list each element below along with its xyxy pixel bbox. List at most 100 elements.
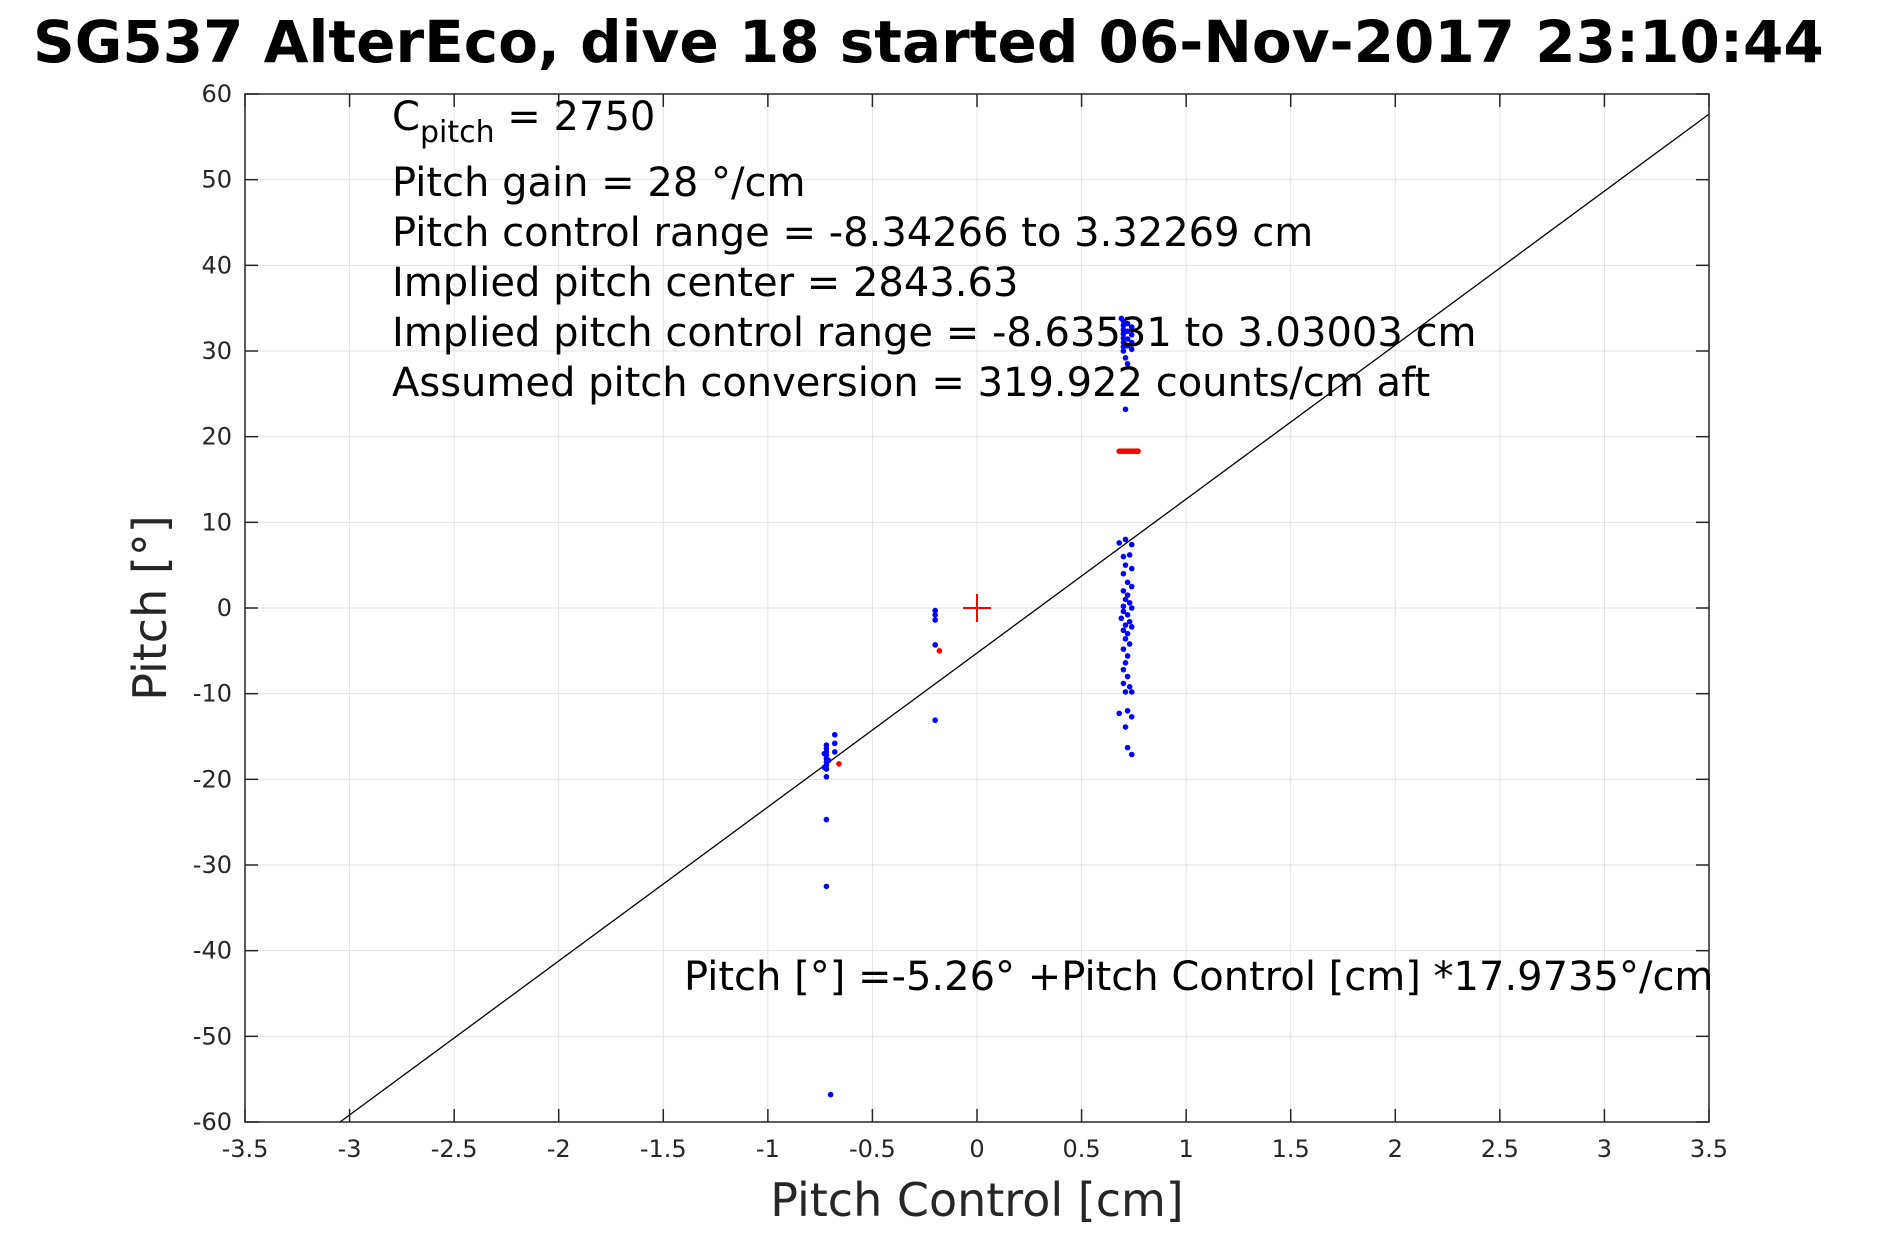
- data-point-blue: [831, 749, 838, 755]
- data-point-blue: [1120, 339, 1127, 346]
- data-point-blue: [932, 617, 938, 623]
- annotation-implied-range: Implied pitch control range = -8.63531 t…: [392, 310, 1476, 356]
- data-point-blue: [1120, 348, 1127, 354]
- x-tick-label: -1: [756, 1135, 780, 1163]
- data-point-blue: [1120, 608, 1127, 615]
- data-point-blue: [1124, 673, 1131, 680]
- annotation-conversion: Assumed pitch conversion = 319.922 count…: [392, 360, 1430, 406]
- data-point-blue: [1128, 339, 1135, 346]
- data-point-blue: [823, 883, 830, 890]
- data-point-blue: [823, 816, 830, 823]
- chart-title: SG537 AlterEco, dive 18 started 06-Nov-2…: [33, 8, 1824, 76]
- data-point-blue: [1128, 605, 1135, 611]
- data-point-blue: [1118, 315, 1125, 322]
- data-point-blue: [1128, 713, 1135, 720]
- data-point-blue: [1122, 406, 1129, 413]
- x-tick-label: 1.5: [1272, 1135, 1310, 1163]
- data-point-blue: [1120, 570, 1127, 577]
- fit-line-layer: [339, 113, 1710, 1123]
- x-tick-label: -3: [338, 1135, 362, 1163]
- data-point-blue: [1124, 708, 1131, 714]
- data-point-blue: [1122, 536, 1129, 543]
- data-point-blue: [1122, 724, 1129, 730]
- data-point-blue: [1126, 552, 1133, 558]
- x-tick-label: -0.5: [849, 1135, 896, 1163]
- y-tick-label: 20: [201, 423, 232, 451]
- y-tick-label: -40: [193, 937, 232, 965]
- data-point-blue: [1124, 361, 1131, 367]
- data-point-blue: [823, 773, 830, 780]
- data-point-blue: [1122, 636, 1129, 642]
- y-tick-label: 50: [201, 166, 232, 194]
- y-tick-label: 30: [201, 337, 232, 365]
- data-point-blue: [1128, 751, 1135, 758]
- data-point-blue: [1122, 562, 1129, 568]
- data-point-blue: [1120, 331, 1127, 337]
- data-point-blue: [1120, 627, 1127, 634]
- data-point-blue: [1124, 744, 1131, 751]
- y-tick-label: -50: [193, 1022, 232, 1050]
- data-point-blue: [831, 731, 838, 738]
- data-point-blue: [1124, 592, 1131, 598]
- x-tick-label: -1.5: [640, 1135, 687, 1163]
- annotation-c-pitch-sub: pitch: [420, 115, 495, 150]
- data-point-blue: [1120, 335, 1127, 341]
- x-tick-label: 0.5: [1062, 1135, 1100, 1163]
- data-point-blue: [1124, 612, 1131, 618]
- data-point-blue: [1128, 624, 1135, 630]
- center-marker-layer: [963, 594, 991, 622]
- x-tick-label: 3.5: [1690, 1135, 1728, 1163]
- x-tick-label: 2: [1388, 1135, 1403, 1163]
- x-tick-label: -2.5: [431, 1135, 478, 1163]
- annotation-control-range: Pitch control range = -8.34266 to 3.3226…: [392, 210, 1313, 256]
- data-point-blue: [1120, 553, 1127, 560]
- annotation-c-pitch-value: = 2750: [495, 94, 656, 140]
- data-point-blue: [1120, 603, 1127, 610]
- data-point-blue: [932, 642, 938, 648]
- data-point-blue: [821, 764, 828, 771]
- data-point-blue: [1124, 328, 1131, 335]
- data-point-blue: [1126, 641, 1133, 647]
- data-point-blue: [932, 717, 938, 724]
- data-point-blue: [1116, 540, 1123, 546]
- y-tick-label: 10: [201, 508, 232, 536]
- data-point-red: [936, 648, 943, 654]
- data-point-blue: [831, 740, 838, 747]
- data-point-blue: [1128, 565, 1135, 572]
- data-point-blue: [1128, 346, 1135, 353]
- data-point-blue: [1126, 684, 1133, 690]
- x-tick-label: -2: [547, 1135, 571, 1163]
- y-tick-label: -10: [193, 680, 232, 708]
- data-point-blue: [1122, 355, 1129, 361]
- x-tick-label: 2.5: [1481, 1135, 1519, 1163]
- y-tick-label: 60: [201, 80, 232, 108]
- data-point-blue: [1122, 622, 1129, 628]
- fit-line: [339, 113, 1710, 1123]
- data-point-blue: [1126, 600, 1133, 606]
- y-axis-label: Pitch [°]: [123, 515, 177, 701]
- data-point-red: [1135, 448, 1141, 455]
- data-point-blue: [1128, 324, 1135, 330]
- data-point-blue: [1128, 689, 1135, 695]
- data-point-blue: [1124, 630, 1131, 637]
- data-point-blue: [1120, 646, 1127, 652]
- data-point-blue: [1120, 680, 1127, 687]
- data-point-blue: [932, 607, 938, 614]
- data-point-blue: [1124, 343, 1131, 349]
- data-point-blue: [1116, 710, 1123, 717]
- x-tick-label: -3.5: [222, 1135, 269, 1163]
- data-point-blue: [1118, 615, 1125, 622]
- data-point-blue: [1120, 322, 1127, 329]
- data-point-blue: [1120, 343, 1127, 350]
- data-point-blue: [932, 612, 938, 618]
- data-point-blue: [825, 757, 832, 764]
- annotation-c-pitch: Cpitch = 2750: [392, 94, 655, 150]
- y-tick-label: 40: [201, 251, 232, 279]
- x-tick-label: 1: [1179, 1135, 1194, 1163]
- data-point-blue: [1122, 596, 1129, 603]
- annotation-fit-equation: Pitch [°] =-5.26° +Pitch Control [cm] *1…: [684, 954, 1713, 1000]
- data-point-blue: [1128, 583, 1135, 590]
- data-point-blue: [1126, 618, 1133, 625]
- y-tick-label: -20: [193, 765, 232, 793]
